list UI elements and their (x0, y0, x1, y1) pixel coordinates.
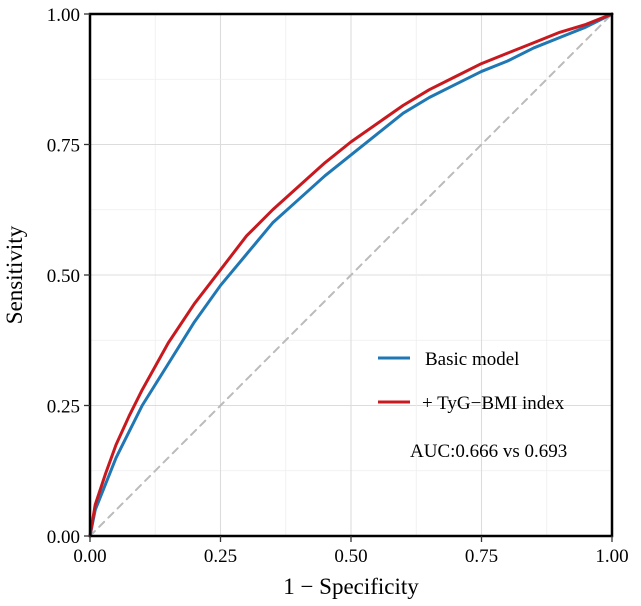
y-axis-title: Sensitivity (2, 225, 27, 324)
legend-label-tyg-bmi: + TyG−BMI index (422, 393, 565, 414)
y-tick-label: 0.00 (47, 527, 80, 548)
legend-label-basic-model: Basic model (425, 349, 519, 370)
roc-curve-0 (88, 12, 614, 538)
y-tick-label: 1.00 (47, 5, 80, 26)
x-tick-label: 0.00 (73, 546, 106, 567)
x-tick-label: 0.50 (334, 546, 367, 567)
reference-layer (89, 13, 613, 537)
roc-curve-1 (88, 12, 614, 538)
x-axis-title: 1 − Specificity (283, 574, 419, 599)
legend: Basic model + TyG−BMI index (378, 349, 565, 414)
auc-annotation: AUC:0.666 vs 0.693 (410, 441, 567, 462)
x-tick-label: 1.00 (595, 546, 628, 567)
y-tick-label: 0.25 (47, 397, 80, 418)
series-layer (88, 12, 614, 538)
x-tick-label: 0.25 (204, 546, 237, 567)
axis-ticks: 0.00 0.25 0.50 0.75 1.00 0.00 0.25 0.50 0.75 1.00 (47, 5, 629, 567)
x-tick-label: 0.75 (465, 546, 498, 567)
y-tick-label: 0.50 (47, 266, 80, 287)
reference-diagonal (89, 13, 613, 537)
y-tick-label: 0.75 (47, 136, 80, 157)
